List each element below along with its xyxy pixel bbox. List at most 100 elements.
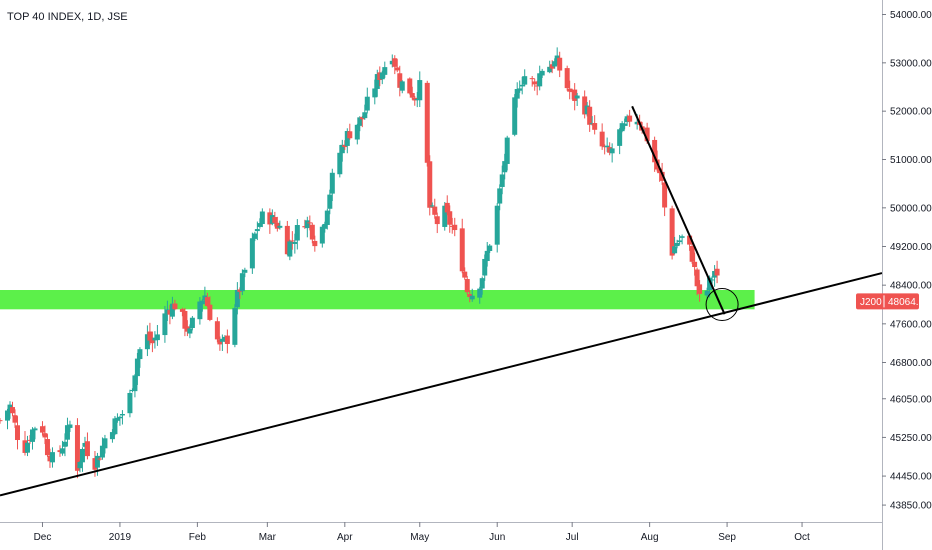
candle bbox=[479, 276, 485, 295]
candle-body bbox=[277, 225, 283, 228]
candle-body bbox=[259, 211, 265, 225]
candle-body bbox=[529, 78, 535, 80]
candle-body bbox=[659, 171, 665, 181]
candle-body bbox=[497, 188, 503, 204]
rising-support-line bbox=[0, 272, 883, 497]
last-price-tag: J200 48064.12 bbox=[856, 293, 930, 310]
candle bbox=[459, 218, 465, 274]
candle-body bbox=[162, 313, 168, 336]
candle-body bbox=[599, 131, 605, 147]
candle-body bbox=[114, 417, 120, 421]
y-tick-label: 50000.00 bbox=[890, 203, 932, 214]
descending-trendline bbox=[631, 105, 726, 315]
candle-body bbox=[204, 297, 210, 306]
candle-body bbox=[147, 331, 153, 341]
candle bbox=[49, 447, 55, 468]
candle-body bbox=[219, 338, 225, 342]
candle bbox=[627, 109, 633, 127]
candle-body bbox=[692, 261, 698, 268]
candle bbox=[592, 115, 598, 135]
candle-body bbox=[592, 123, 598, 130]
candle bbox=[514, 82, 520, 108]
candle bbox=[679, 234, 685, 245]
candle-body bbox=[442, 205, 448, 227]
candle-body bbox=[232, 307, 238, 345]
candle bbox=[119, 410, 125, 425]
candle-body bbox=[292, 241, 298, 244]
candle-body bbox=[427, 161, 433, 208]
y-tick-label: 44450.00 bbox=[890, 472, 932, 483]
candle-body bbox=[252, 233, 258, 239]
candle bbox=[117, 415, 123, 426]
candle bbox=[32, 426, 38, 440]
candle-body bbox=[29, 429, 35, 442]
candle-body bbox=[144, 334, 150, 350]
candle-body bbox=[519, 84, 525, 87]
candle bbox=[539, 68, 545, 78]
candle-body bbox=[582, 96, 588, 115]
candle-body bbox=[134, 358, 140, 377]
candle bbox=[144, 325, 150, 357]
candle-body bbox=[622, 123, 628, 126]
candle-body bbox=[657, 168, 663, 174]
candle bbox=[447, 205, 453, 233]
candle-body bbox=[62, 441, 68, 447]
candle-body bbox=[49, 452, 55, 463]
candle bbox=[4, 408, 10, 430]
price-axis: 54000.00 53000.00 52000.00 51000.00 50000.00… bbox=[882, 10, 932, 512]
candle-body bbox=[644, 127, 650, 142]
candle-body bbox=[127, 392, 133, 414]
candle bbox=[24, 435, 30, 457]
candle-body bbox=[662, 182, 668, 208]
candle-body bbox=[604, 145, 610, 148]
candle-body bbox=[417, 80, 423, 101]
candle-body bbox=[322, 223, 328, 229]
candle bbox=[14, 416, 20, 450]
candle bbox=[432, 198, 438, 219]
candle-body bbox=[619, 123, 625, 132]
candle bbox=[149, 331, 155, 353]
candle-body bbox=[0, 420, 3, 422]
candle bbox=[132, 374, 138, 398]
candle-body bbox=[199, 300, 205, 305]
candle-body bbox=[117, 416, 123, 419]
candle-body bbox=[382, 67, 388, 75]
candle-body bbox=[547, 66, 553, 73]
candle bbox=[189, 316, 195, 331]
x-tick-label: Dec bbox=[34, 532, 52, 543]
candle-body bbox=[189, 317, 195, 328]
candle-body bbox=[274, 222, 280, 229]
candle-body bbox=[77, 461, 83, 469]
candle bbox=[452, 217, 458, 237]
candle-body bbox=[704, 290, 710, 296]
candle-body bbox=[39, 426, 45, 433]
candle-body bbox=[444, 202, 450, 213]
candle bbox=[464, 275, 470, 295]
candle bbox=[587, 100, 593, 132]
candle-body bbox=[627, 115, 633, 122]
candle-body bbox=[574, 95, 580, 99]
candle-body bbox=[9, 407, 15, 414]
candle-body bbox=[42, 433, 48, 438]
y-tick-label: 51000.00 bbox=[890, 155, 932, 166]
candle-body bbox=[132, 375, 138, 392]
candle-body bbox=[324, 210, 330, 225]
candle-body bbox=[502, 161, 508, 173]
candle bbox=[172, 299, 178, 311]
y-tick-label: 45250.00 bbox=[890, 433, 932, 444]
candle-body bbox=[479, 278, 485, 289]
y-tick-label: 49200.00 bbox=[890, 242, 932, 253]
candle-body bbox=[307, 222, 313, 224]
candle-body bbox=[137, 349, 143, 360]
candle-body bbox=[182, 310, 188, 329]
candle bbox=[522, 69, 528, 87]
time-axis: Dec 2019 Feb Mar Apr May Jun Jul Aug Sep Oct bbox=[34, 522, 810, 543]
candle-body bbox=[459, 228, 465, 272]
candles-layer bbox=[0, 47, 720, 479]
candle bbox=[409, 86, 415, 100]
candle-body bbox=[272, 217, 278, 223]
candle-body bbox=[464, 279, 470, 293]
y-tick-label: 48400.00 bbox=[890, 281, 932, 292]
candle-body bbox=[399, 81, 405, 91]
candle bbox=[339, 139, 345, 162]
